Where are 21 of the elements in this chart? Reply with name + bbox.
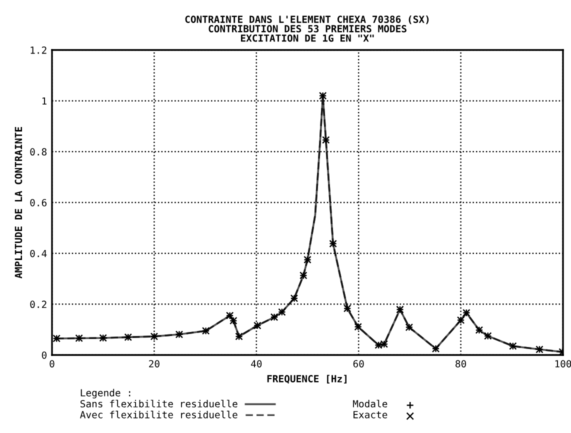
x-tick-label: 100 [555,360,571,368]
y-tick-label: 0.4 [30,250,47,258]
x-axis-title: FREQUENCE [Hz] [267,374,346,384]
y-tick-label: 0.8 [30,148,47,156]
y-tick-label: 0 [42,352,47,359]
legend-label: Sans flexibilite residuelle [80,400,238,408]
legend-label: Exacte [354,411,388,418]
x-tick-label: 60 [353,360,364,368]
y-tick-label: 1 [42,97,46,105]
y-axis-title: AMPLITUDE DE LA CONTRAINTE [14,127,22,278]
legend-label: Avec flexibilite residuelle [80,410,238,418]
x-tick-label: 0 [50,360,54,368]
x-tick-label: 40 [251,360,262,368]
legend-label: Modale [353,400,388,408]
chart-title: CONTRAINTE DANS L'ELEMENT CHEXA 70386 (SX) CONTRIBUTION DES 53 PREMIERS MODES EXCITATION DE 1G EN "X" [185,15,429,42]
y-tick-label: 1.2 [30,46,46,54]
y-tick-label: 0.6 [30,199,47,206]
x-tick-label: 80 [456,360,466,368]
x-tick-label: 20 [149,360,160,368]
y-tick-label: 0.2 [30,300,46,308]
legend-title: Legende : [80,388,130,398]
